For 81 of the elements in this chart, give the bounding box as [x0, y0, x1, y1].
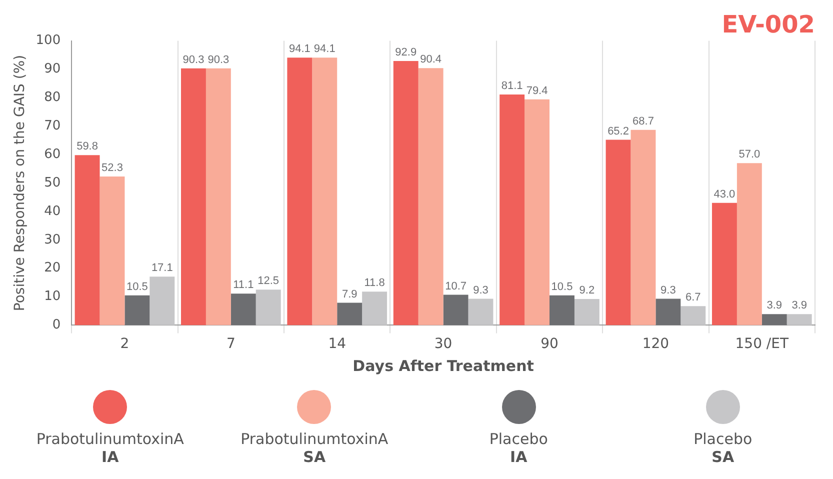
bar [736, 163, 762, 326]
bar [393, 60, 418, 326]
legend-label: PrabotulinumtoxinA SA [240, 430, 388, 466]
data-label: 6.7 [685, 292, 701, 304]
legend-label: Placebo SA [694, 430, 752, 466]
data-label: 90.3 [208, 54, 230, 66]
data-label: 10.5 [126, 280, 148, 293]
bar [312, 58, 338, 326]
y-tick-label: 100 [36, 33, 61, 48]
bar [100, 176, 125, 326]
bar [180, 68, 206, 326]
chart-title: EV-002 [722, 10, 815, 39]
data-label: 10.7 [445, 280, 466, 292]
data-label: 65.2 [608, 125, 629, 138]
bar [656, 298, 681, 326]
x-tick-label: 14 [328, 336, 346, 352]
data-label: 3.9 [766, 300, 782, 312]
legend-label: PrabotulinumtoxinA IA [36, 430, 184, 466]
data-label: 68.7 [632, 115, 654, 128]
x-tick-label: 120 [642, 336, 670, 352]
x-axis-title: Days After Treatment [352, 356, 534, 375]
x-tick-label: 90 [540, 336, 558, 352]
data-label: 9.3 [473, 284, 488, 296]
bar [500, 94, 525, 326]
data-label: 43.0 [714, 188, 736, 200]
bar [524, 99, 550, 326]
bar [786, 314, 812, 326]
legend-label: Placebo IA [489, 430, 548, 466]
bar [74, 155, 100, 326]
data-label: 12.5 [258, 275, 280, 288]
bar [550, 295, 574, 326]
data-label: 3.9 [792, 300, 807, 312]
data-label: 79.4 [526, 84, 548, 97]
bar [712, 202, 737, 326]
x-tick-label: 7 [226, 336, 236, 352]
data-label: 57.0 [738, 148, 760, 161]
bar [443, 294, 468, 326]
data-label: 11.1 [233, 279, 254, 292]
data-label: 94.1 [288, 43, 310, 56]
y-tick-label: 30 [44, 232, 61, 248]
data-label: 9.2 [579, 284, 595, 297]
bar [150, 276, 175, 326]
data-label: 90.3 [182, 54, 204, 66]
y-tick-label: 60 [44, 146, 61, 162]
x-tick-label: 150 /ET [735, 336, 789, 352]
bar [762, 314, 787, 326]
data-label: 52.3 [102, 162, 123, 174]
y-tick-label: 40 [44, 204, 61, 219]
bar [287, 58, 312, 326]
bar [362, 292, 388, 326]
x-tick-label: 30 [434, 336, 452, 352]
bar [630, 130, 656, 326]
data-label: 59.8 [76, 140, 98, 153]
y-axis-title: Positive Responders on the GAIS (%) [12, 54, 28, 312]
y-tick-label: 90 [44, 62, 61, 77]
data-label: 10.5 [551, 280, 573, 293]
bar [468, 298, 494, 326]
data-label: 7.9 [342, 288, 358, 300]
bar [606, 140, 631, 326]
data-label: 92.9 [395, 46, 417, 59]
bar [574, 299, 600, 326]
data-label: 11.8 [364, 277, 385, 290]
bar [230, 294, 256, 326]
data-label: 81.1 [501, 80, 523, 92]
y-tick-label: 0 [52, 318, 61, 333]
x-tick-label: 2 [120, 336, 130, 352]
data-label: 94.1 [314, 43, 336, 56]
bar [680, 306, 706, 326]
y-tick-label: 50 [44, 175, 61, 190]
y-tick-label: 80 [44, 90, 61, 106]
data-label: 17.1 [151, 262, 173, 274]
bar [206, 68, 231, 326]
y-tick-label: 10 [44, 289, 61, 304]
data-label: 90.4 [420, 54, 442, 66]
bar [337, 302, 362, 326]
y-tick-label: 70 [44, 118, 61, 134]
bar [418, 68, 444, 326]
y-tick-label: 20 [44, 260, 61, 276]
bar [124, 295, 150, 326]
data-label: 9.3 [660, 284, 676, 296]
bar [256, 290, 281, 326]
